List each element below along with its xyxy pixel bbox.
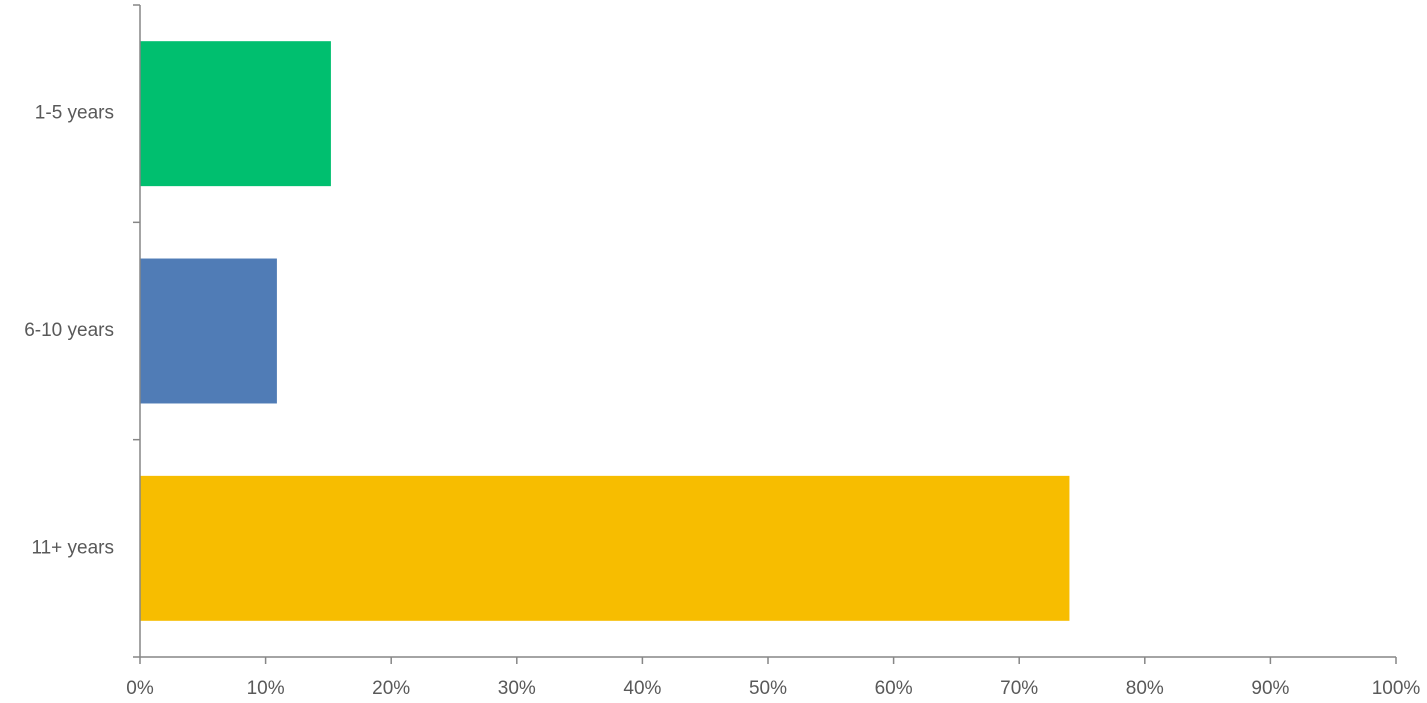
x-tick-label: 30% bbox=[498, 678, 536, 699]
y-tick-label: 1-5 years bbox=[35, 103, 114, 124]
x-tick-label: 100% bbox=[1372, 678, 1421, 699]
bar-6-10-years bbox=[140, 258, 277, 404]
x-tick-label: 40% bbox=[623, 678, 661, 699]
x-tick-label: 0% bbox=[126, 678, 154, 699]
ticks-layer bbox=[133, 4, 1397, 664]
x-tick-label: 90% bbox=[1251, 678, 1289, 699]
labels-layer: 1-5 years 6-10 years 11+ years 0% 10% 20% 30% 4… bbox=[24, 103, 1420, 699]
bar-11-years bbox=[140, 475, 1070, 621]
x-tick-label: 50% bbox=[749, 678, 787, 699]
y-tick-label: 11+ years bbox=[31, 537, 114, 558]
x-tick-label: 70% bbox=[1000, 678, 1038, 699]
x-tick-label: 60% bbox=[875, 678, 913, 699]
x-tick-label: 10% bbox=[247, 678, 285, 699]
bars-layer bbox=[140, 41, 1070, 621]
bar-1-5-years bbox=[140, 41, 331, 187]
x-tick-label: 20% bbox=[372, 678, 410, 699]
y-tick-label: 6-10 years bbox=[24, 320, 114, 341]
x-tick-label: 80% bbox=[1126, 678, 1164, 699]
